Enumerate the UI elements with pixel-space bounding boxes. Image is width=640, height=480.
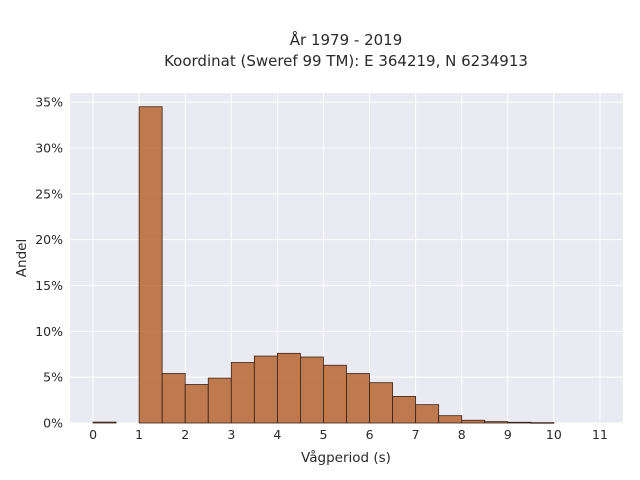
y-tick-label: 20% bbox=[35, 232, 63, 247]
x-tick-label: 6 bbox=[366, 427, 374, 442]
y-axis-label: Andel bbox=[14, 239, 30, 277]
x-tick-labels: 0 1 2 3 4 5 6 7 8 9 10 11 bbox=[89, 427, 608, 442]
y-tick-labels: 0% 5% 10% 15% 20% 25% 30% 35% bbox=[35, 95, 63, 431]
x-tick-label: 8 bbox=[458, 427, 466, 442]
histogram-bar bbox=[323, 364, 347, 424]
x-tick-label: 10 bbox=[546, 427, 562, 442]
histogram-bar bbox=[161, 373, 186, 424]
histogram-bar bbox=[346, 373, 370, 424]
histogram-bar bbox=[138, 106, 163, 424]
histogram-bar bbox=[438, 415, 463, 424]
x-tick-label: 7 bbox=[412, 427, 420, 442]
y-tick-label: 25% bbox=[35, 186, 63, 201]
x-axis-label: Vågperiod (s) bbox=[301, 449, 391, 466]
histogram-bar bbox=[484, 421, 509, 424]
x-tick-label: 3 bbox=[227, 427, 235, 442]
x-tick-label: 9 bbox=[504, 427, 512, 442]
x-tick-label: 4 bbox=[273, 427, 281, 442]
y-tick-label: 35% bbox=[35, 95, 63, 110]
chart-subtitle: Koordinat (Sweref 99 TM): E 364219, N 62… bbox=[164, 52, 528, 70]
histogram-bar bbox=[230, 362, 255, 424]
y-tick-label: 30% bbox=[35, 141, 63, 156]
histogram-bar bbox=[507, 421, 532, 424]
x-tick-label: 1 bbox=[135, 427, 143, 442]
histogram-bar bbox=[415, 404, 440, 424]
grid-layer bbox=[70, 93, 623, 424]
x-tick-label: 0 bbox=[89, 427, 97, 442]
y-tick-label: 15% bbox=[35, 278, 63, 293]
y-tick-label: 10% bbox=[35, 324, 63, 339]
histogram-bar bbox=[92, 421, 117, 424]
histogram-bar bbox=[207, 377, 232, 424]
x-tick-label: 5 bbox=[319, 427, 327, 442]
y-tick-label: 0% bbox=[43, 416, 63, 431]
histogram-bar bbox=[530, 422, 555, 424]
chart-title: År 1979 - 2019 bbox=[290, 30, 403, 49]
x-tick-label: 11 bbox=[592, 427, 608, 442]
histogram-bar bbox=[369, 382, 393, 424]
x-tick-label: 2 bbox=[181, 427, 189, 442]
histogram-bar bbox=[461, 419, 486, 424]
histogram-bar bbox=[184, 384, 209, 424]
bars-layer bbox=[92, 106, 555, 424]
histogram-bar bbox=[392, 396, 417, 424]
y-tick-label: 5% bbox=[43, 370, 63, 385]
histogram-bar bbox=[253, 355, 278, 424]
histogram-bar bbox=[276, 352, 301, 424]
histogram-bar bbox=[300, 356, 324, 424]
